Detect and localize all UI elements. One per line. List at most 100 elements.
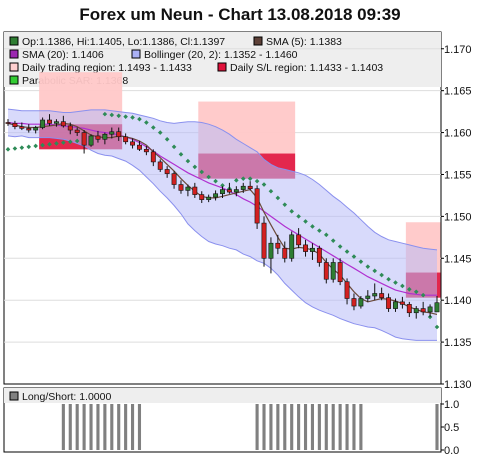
parabolic-sar-markers xyxy=(5,111,440,330)
sar-marker xyxy=(372,268,378,274)
candle-body xyxy=(12,123,18,128)
long-short-bar xyxy=(255,404,259,450)
legend-label: Op:1.1386, Hi:1.1405, Lo:1.1386, Cl:1.13… xyxy=(22,36,225,48)
long-short-bar xyxy=(435,404,439,450)
candle-body xyxy=(102,133,108,140)
y-tick-label: 1.130 xyxy=(444,379,472,391)
main-y-axis-ticks: 1.130 1.135 1.140 1.145 1.150 1.155 1.160 1.165… xyxy=(441,44,472,391)
long-short-bar xyxy=(75,404,79,450)
long-short-bar xyxy=(338,404,342,450)
sar-marker xyxy=(213,178,218,184)
candle-body xyxy=(26,128,32,131)
long-short-bar xyxy=(82,404,86,450)
candle-body xyxy=(413,308,419,314)
candle-body xyxy=(289,234,295,259)
sar-marker xyxy=(323,232,329,238)
sar-marker xyxy=(434,324,440,330)
candle-body xyxy=(171,173,177,185)
candle-body xyxy=(123,136,129,143)
candle-body xyxy=(178,184,184,191)
long-short-bar xyxy=(310,404,315,450)
sar-marker xyxy=(26,144,32,150)
sar-marker xyxy=(296,214,301,219)
sar-marker xyxy=(109,112,115,118)
candle-body xyxy=(406,304,412,314)
candle-body xyxy=(275,242,281,249)
candle-body xyxy=(47,119,52,124)
candle-body xyxy=(74,129,80,133)
candle-body xyxy=(379,293,385,298)
y-tick-label: 1.170 xyxy=(444,44,472,56)
sar-marker xyxy=(40,142,45,148)
candle-body xyxy=(143,149,149,153)
candle-body xyxy=(323,262,329,280)
y-tick-label: 1.145 xyxy=(444,253,472,265)
sub-legend: Long/Short: 1.0000 xyxy=(9,391,111,403)
legend-label: Daily S/L region: 1.1433 - 1.1403 xyxy=(230,62,383,74)
bollinger-lower-line xyxy=(7,135,437,341)
sar-marker xyxy=(33,143,38,149)
candle-body xyxy=(5,122,11,124)
sar-marker xyxy=(289,209,294,214)
candle-body xyxy=(88,135,94,146)
sar-marker xyxy=(164,136,170,142)
candle-body xyxy=(247,185,253,190)
long-short-bar xyxy=(290,404,294,450)
candle-body xyxy=(19,126,25,129)
candle-body xyxy=(393,301,398,309)
legend-label: SMA (5): 1.1383 xyxy=(266,36,342,48)
sar-marker xyxy=(275,195,281,201)
candle-body xyxy=(420,308,426,313)
sar-marker xyxy=(199,169,205,175)
sar-marker xyxy=(407,286,412,292)
sar-marker xyxy=(317,228,322,233)
legend-swatch xyxy=(131,49,141,59)
sub-y-axis-ticks: 0.0 0.5 1.0 xyxy=(441,399,459,457)
sub-legend-background xyxy=(4,388,441,403)
candle-body xyxy=(372,293,378,297)
candlesticks xyxy=(5,114,440,319)
candle-body xyxy=(358,298,364,307)
long-short-bar xyxy=(110,404,114,450)
bollinger-fill xyxy=(8,109,437,341)
legend-swatch xyxy=(9,36,19,46)
sar-marker xyxy=(47,142,52,147)
candle-body xyxy=(254,188,260,224)
candle-body xyxy=(268,242,274,259)
sar-marker xyxy=(137,116,142,122)
sar-marker xyxy=(12,146,18,151)
sar-marker xyxy=(67,139,73,145)
candle-body xyxy=(316,247,322,263)
y-tick-label: 1.155 xyxy=(444,169,472,181)
candle-body xyxy=(220,189,225,195)
candle-body xyxy=(337,262,343,283)
sar-marker xyxy=(19,145,25,150)
candle-body xyxy=(226,189,232,193)
candle-body xyxy=(185,186,191,191)
bollinger-upper-line xyxy=(7,108,438,251)
candle-body xyxy=(344,281,350,299)
candle-body xyxy=(53,121,59,124)
sar-marker xyxy=(171,144,177,150)
y-tick-label: 1.160 xyxy=(444,128,472,140)
sar-marker xyxy=(344,249,350,254)
candle-body xyxy=(40,119,46,128)
long-short-bar xyxy=(103,404,107,450)
sar-marker xyxy=(254,178,260,184)
sar-marker xyxy=(393,280,398,285)
long-short-bar xyxy=(317,404,321,450)
sar-marker xyxy=(310,224,315,229)
y-tick-label: 1.150 xyxy=(444,211,472,223)
candle-body xyxy=(351,298,357,307)
y-tick-label: 0.5 xyxy=(444,422,459,434)
candle-body xyxy=(81,132,87,146)
long-short-bar xyxy=(96,404,100,450)
sar-marker xyxy=(365,264,371,269)
y-tick-label: 1.165 xyxy=(444,86,472,98)
sar-marker xyxy=(247,176,253,181)
sar-marker xyxy=(102,111,108,117)
candle-body xyxy=(164,169,170,174)
candle-body xyxy=(192,186,198,195)
